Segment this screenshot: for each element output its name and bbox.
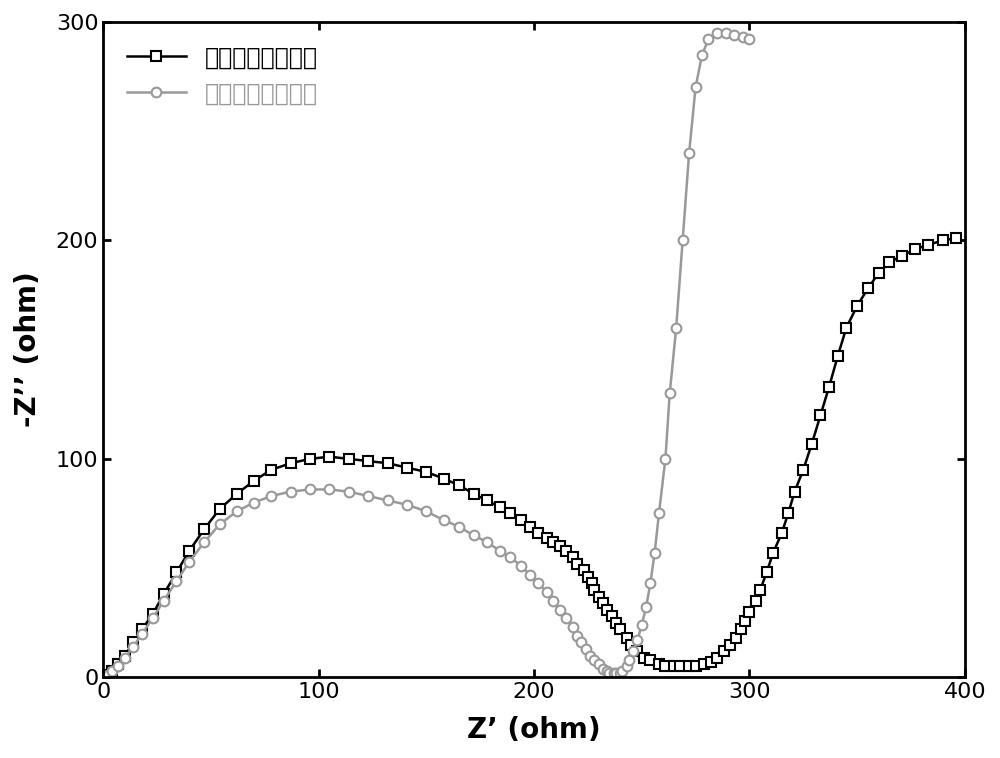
包覆后的磷酸铁锂 — [690, 83, 702, 92]
包覆前的磷酸铁锂 — [922, 240, 934, 249]
包覆后的磷酸铁锂 — [659, 454, 671, 463]
包覆前的磷酸铁锂 — [909, 245, 921, 254]
包覆后的磷酸铁锂 — [670, 323, 682, 332]
包覆前的磷酸铁锂 — [950, 233, 962, 243]
包覆后的磷酸铁锂 — [743, 35, 755, 44]
Line: 包覆前的磷酸铁锂: 包覆前的磷酸铁锂 — [99, 233, 961, 682]
包覆前的磷酸铁锂 — [420, 468, 432, 477]
包覆前的磷酸铁锂 — [198, 525, 210, 534]
包覆前的磷酸铁锂 — [98, 673, 110, 682]
Line: 包覆后的磷酸铁锂: 包覆后的磷酸铁锂 — [99, 28, 754, 682]
Legend: 包覆前的磷酸铁锂, 包覆后的磷酸铁锂: 包覆前的磷酸铁锂, 包覆后的磷酸铁锂 — [115, 33, 330, 117]
包覆前的磷酸铁锂 — [797, 465, 809, 475]
Y-axis label: -Z’’ (ohm): -Z’’ (ohm) — [14, 272, 42, 428]
包覆后的磷酸铁锂 — [560, 614, 572, 623]
包覆后的磷酸铁锂 — [285, 487, 297, 496]
X-axis label: Z’ (ohm): Z’ (ohm) — [467, 716, 601, 744]
包覆后的磷酸铁锂 — [711, 28, 723, 37]
包覆前的磷酸铁锂 — [382, 459, 394, 468]
包覆后的磷酸铁锂 — [438, 515, 450, 525]
包覆后的磷酸铁锂 — [98, 673, 110, 682]
